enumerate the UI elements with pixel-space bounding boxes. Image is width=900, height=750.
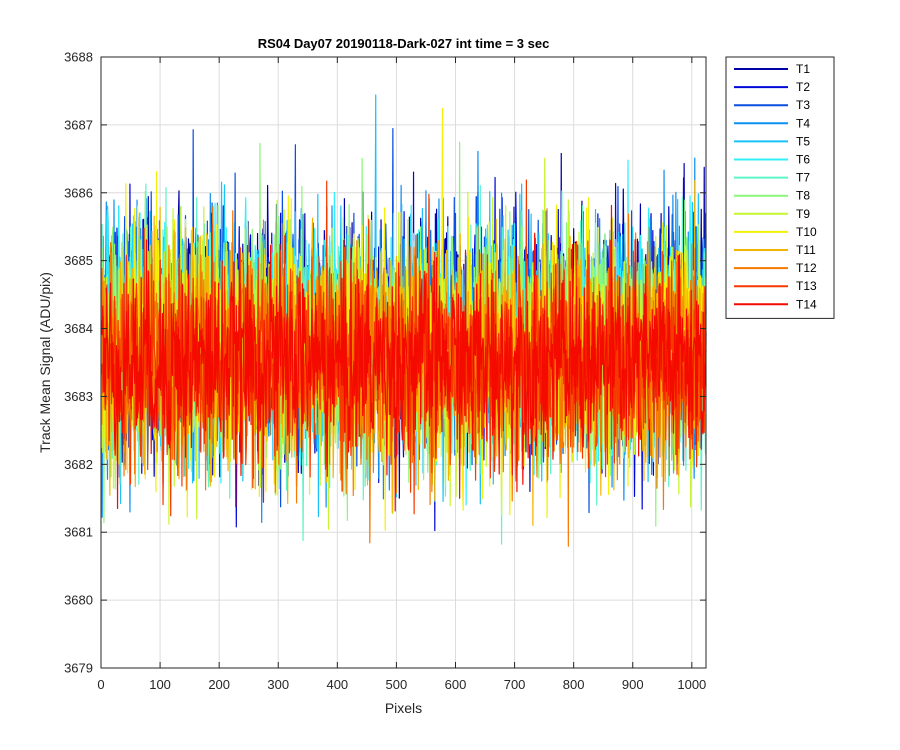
y-tick-label: 3679 (64, 661, 93, 676)
x-axis-title: Pixels (385, 700, 422, 716)
legend-label: T14 (796, 297, 817, 311)
x-tick-label: 900 (622, 677, 644, 692)
legend-items: T1 T2 T3 T4 T5 T6 T7 T8 T9 T10 T11 T12 T13 T14 (734, 62, 817, 311)
x-tick-label: 700 (504, 677, 526, 692)
y-tick-label: 3685 (64, 253, 93, 268)
legend-label: T2 (796, 80, 810, 94)
legend-label: T8 (796, 189, 810, 203)
y-tick-label: 3682 (64, 457, 93, 472)
y-tick-label: 3683 (64, 389, 93, 404)
legend-label: T12 (796, 261, 817, 275)
y-tick-label: 3687 (64, 117, 93, 132)
legend-label: T13 (796, 279, 817, 293)
x-tick-label: 600 (445, 677, 467, 692)
legend-label: T7 (796, 171, 810, 185)
y-tick-label: 3680 (64, 593, 93, 608)
legend-label: T9 (796, 207, 810, 221)
legend-label: T6 (796, 153, 810, 167)
y-tick-label: 3686 (64, 185, 93, 200)
legend-label: T11 (796, 243, 816, 257)
x-tick-label: 800 (563, 677, 585, 692)
x-tick-label: 300 (267, 677, 289, 692)
x-tick-label: 400 (326, 677, 348, 692)
series-lines (100, 94, 707, 547)
y-tick-label: 3688 (64, 50, 93, 65)
x-tick-label: 1000 (677, 677, 706, 692)
legend-label: T4 (796, 116, 810, 130)
y-tick-label: 3684 (64, 321, 93, 336)
x-tick-label: 100 (149, 677, 171, 692)
plot-frame (100, 56, 707, 669)
x-tick-label: 500 (386, 677, 408, 692)
y-axis-ticks: 3679 3680 3681 3682 3683 3684 3685 3686 3687 3688 (64, 50, 706, 676)
x-tick-label: 200 (208, 677, 230, 692)
legend-box (725, 56, 835, 319)
chart-title: RS04 Day07 20190118-Dark-027 int time = … (258, 36, 550, 51)
x-axis-ticks: 0 100 200 300 400 500 600 700 800 900 1000 (97, 57, 706, 692)
y-tick-label: 3681 (64, 525, 93, 540)
legend: T1 T2 T3 T4 T5 T6 T7 T8 T9 T10 T11 T12 T13 T14 (725, 56, 835, 319)
legend-label: T1 (796, 62, 810, 76)
y-axis-title: Track Mean Signal (ADU/pix) (37, 272, 53, 453)
legend-label: T3 (796, 98, 810, 112)
series-line-t14 (100, 204, 707, 512)
legend-label: T10 (796, 225, 817, 239)
legend-label: T5 (796, 134, 810, 148)
x-tick-label: 0 (97, 677, 104, 692)
series-line-t13 (100, 179, 707, 517)
